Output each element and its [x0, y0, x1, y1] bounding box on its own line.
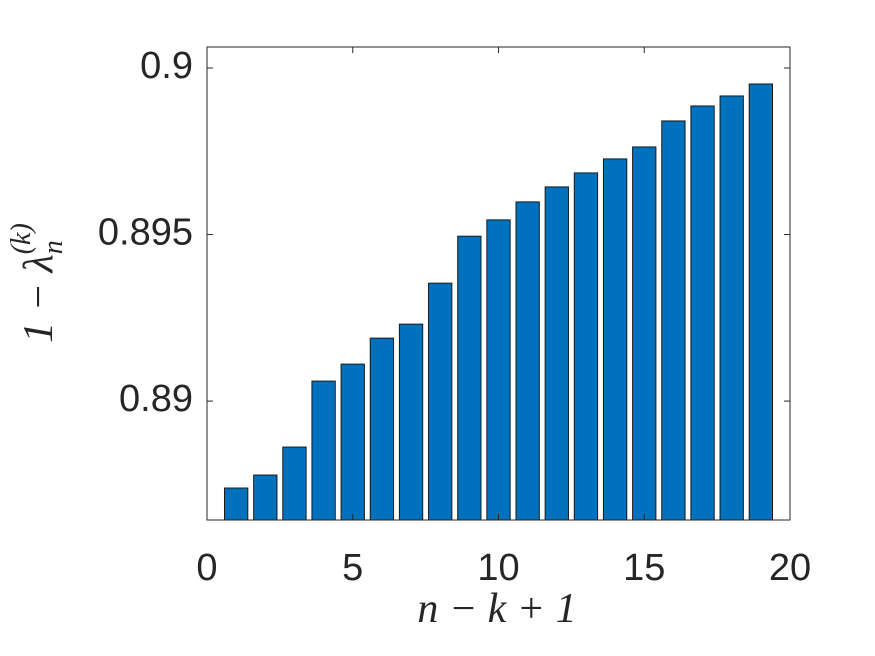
bar	[632, 146, 657, 521]
bar	[661, 120, 686, 521]
x-axis-label: n − k + 1	[417, 586, 576, 632]
bar	[515, 201, 540, 521]
bar	[457, 235, 482, 521]
y-tick-label: 0.895	[98, 212, 193, 254]
bar	[719, 95, 744, 521]
x-tick-label: 15	[623, 547, 665, 589]
x-tick-label: 5	[342, 547, 363, 589]
y-label-base: 1 − λ	[16, 254, 62, 343]
bar	[340, 363, 365, 521]
bar	[369, 337, 395, 521]
bar	[253, 474, 278, 521]
bar	[282, 446, 307, 521]
x-tick-label: 10	[477, 547, 519, 589]
y-axis-label: 1 − λn(k)	[6, 223, 69, 343]
bar	[748, 83, 774, 521]
y-tick-label: 0.9	[140, 45, 193, 87]
bar	[486, 219, 511, 521]
y-label-sub: n	[38, 240, 69, 254]
bar	[690, 105, 715, 521]
bar	[223, 487, 249, 521]
bar	[311, 380, 336, 521]
bar	[544, 186, 569, 521]
bar	[398, 323, 424, 521]
bar	[573, 172, 599, 521]
x-tick-label: 20	[769, 547, 811, 589]
x-tick-label: 0	[196, 547, 217, 589]
bar	[602, 158, 628, 521]
y-label-sup: (k)	[6, 223, 37, 254]
y-tick-label: 0.89	[119, 378, 193, 420]
bar	[428, 282, 453, 521]
